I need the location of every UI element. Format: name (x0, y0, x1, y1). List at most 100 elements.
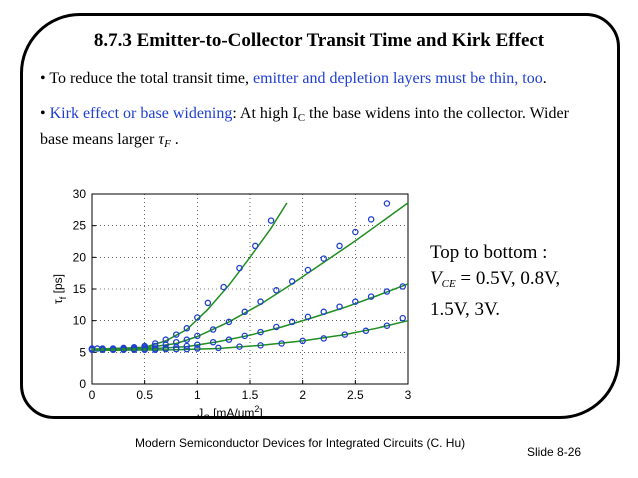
fit-line-series-4 (91, 319, 409, 352)
bullet-2-text-a: : At high I (232, 105, 298, 122)
tau-symbol: τ (158, 131, 165, 148)
slide-number: Slide 8-26 (527, 445, 582, 459)
y-tick-label: 20 (73, 250, 87, 264)
note-line-2: VCE = 0.5V, 0.8V, (430, 266, 560, 297)
data-point (99, 346, 106, 354)
tau-subscript: F (164, 138, 171, 150)
data-point (173, 331, 180, 338)
data-point (151, 346, 159, 354)
y-tick-label: 0 (79, 377, 86, 391)
note-line-1: Top to bottom : (430, 242, 548, 263)
data-point (304, 313, 312, 321)
bullet-1-text: To reduce the total transit time, (45, 70, 254, 87)
note-vce-subscript: CE (441, 278, 456, 290)
data-point (252, 242, 259, 250)
data-point (288, 278, 296, 285)
slide-title: 8.7.3 Emitter-to-Collector Transit Time … (93, 30, 545, 51)
x-axis-label: JC [mA/um2] (197, 404, 263, 418)
data-point (341, 331, 349, 338)
x-tick-label: 1 (194, 388, 201, 402)
x-tick-label: 0.5 (136, 388, 153, 402)
data-point (288, 318, 296, 326)
data-point (383, 200, 391, 207)
fit-line-series-1 (91, 202, 288, 350)
note-vce-symbol: V (430, 268, 442, 289)
data-point (162, 345, 169, 353)
data-point (109, 346, 117, 354)
fit-line-series-3 (91, 283, 409, 350)
y-axis-label: τf [ps] (51, 274, 68, 304)
data-point (336, 242, 343, 250)
data-point (273, 323, 280, 331)
data-point (367, 293, 375, 300)
bullet-2-end: . (170, 131, 179, 148)
data-point (236, 264, 243, 272)
data-point (399, 314, 406, 322)
bullet-2-text-b: the base widens into the collector. Wide… (40, 105, 569, 148)
data-point (225, 318, 233, 326)
bullet-1: • To reduce the total transit time, emit… (40, 70, 547, 88)
data-point (267, 217, 275, 224)
data-point (88, 346, 96, 354)
data-point (194, 341, 201, 348)
data-point (209, 338, 217, 346)
curve-order-note: Top to bottom : VCE = 0.5V, 0.8V, 1.5V, … (430, 240, 560, 323)
data-point (273, 287, 280, 294)
bullet-2-highlight: Kirk effect or base widening (45, 105, 233, 122)
data-point (120, 346, 127, 354)
y-tick-label: 15 (73, 282, 87, 296)
x-tick-label: 1.5 (242, 388, 259, 402)
data-point (367, 216, 375, 223)
data-point (257, 342, 264, 349)
bullet-marker: • (40, 105, 46, 122)
data-point (352, 228, 359, 236)
footer-text: Modern Semiconductor Devices for Integra… (135, 436, 466, 450)
data-point (220, 283, 227, 291)
bullet-1-end: . (542, 70, 547, 87)
data-point (141, 346, 148, 354)
bullet-2: • Kirk effect or base widening: At high … (40, 103, 600, 155)
data-point (383, 288, 391, 295)
data-point (194, 332, 201, 340)
data-point (194, 345, 201, 352)
data-point (241, 308, 248, 316)
data-point (399, 283, 406, 290)
data-point (320, 308, 327, 316)
bullet-2-subscript: C (297, 112, 306, 124)
data-point (320, 255, 327, 262)
x-tick-label: 2 (299, 388, 306, 402)
data-point (209, 326, 217, 333)
data-point (204, 299, 212, 307)
data-point (257, 328, 264, 336)
y-tick-label: 10 (73, 314, 87, 328)
x-tick-label: 2.5 (347, 388, 364, 402)
data-point (320, 335, 327, 342)
data-point (257, 298, 264, 305)
data-point (130, 346, 138, 354)
note-line-3: 1.5V, 3V. (430, 299, 501, 320)
bullet-marker: • (40, 70, 46, 87)
x-tick-label: 0 (89, 388, 96, 402)
data-point (304, 266, 312, 274)
data-point (225, 336, 233, 343)
data-point (336, 303, 343, 310)
data-point (215, 344, 222, 352)
data-point (183, 325, 191, 332)
data-point (183, 336, 191, 343)
data-point (241, 332, 248, 340)
y-tick-label: 5 (79, 345, 86, 359)
x-tick-label: 3 (405, 388, 412, 402)
note-line-2-rest: = 0.5V, 0.8V, (455, 268, 561, 289)
slide-frame (20, 13, 620, 419)
data-point (194, 314, 201, 321)
data-point (352, 298, 359, 305)
data-point (362, 327, 370, 335)
data-point (173, 345, 180, 353)
data-point (183, 342, 191, 350)
y-tick-label: 25 (73, 219, 87, 233)
data-point (299, 337, 306, 345)
bullet-1-highlight: emitter and depletion layers must be thi… (253, 70, 543, 87)
data-point (183, 345, 191, 353)
data-point (236, 343, 243, 350)
